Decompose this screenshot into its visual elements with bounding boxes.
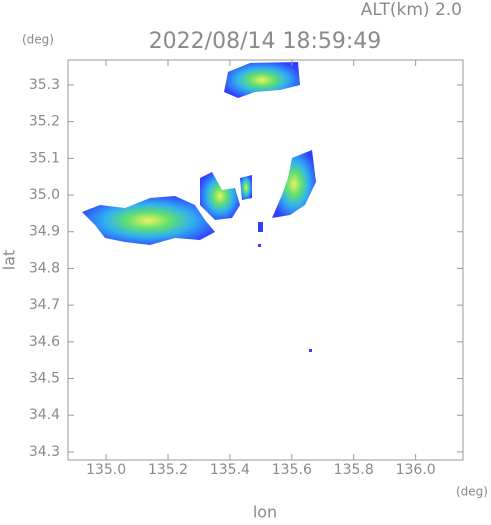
y-tick-label: 34.6 (29, 334, 60, 350)
y-tick-label: 34.3 (29, 444, 60, 460)
y-tick-label: 35.3 (29, 77, 60, 93)
plot-frame (67, 59, 464, 461)
altitude-label: ALT(km) 2.0 (361, 0, 462, 20)
y-tick-label: 34.9 (29, 224, 60, 240)
x-unit: (deg) (456, 485, 488, 499)
y-tick-label: 35.1 (29, 150, 60, 166)
y-tick-label: 34.5 (29, 371, 60, 387)
y-tick-label: 35.0 (29, 187, 60, 203)
x-tick-label: 135.0 (86, 462, 126, 478)
x-tick-label: 135.6 (272, 462, 312, 478)
chart-title: 2022/08/14 18:59:49 (149, 29, 382, 54)
x-tick-label: 135.2 (148, 462, 188, 478)
y-unit: (deg) (22, 33, 54, 47)
radar-echoes (82, 62, 316, 352)
x-tick-label: 136.0 (396, 462, 436, 478)
x-tick-label: 135.8 (334, 462, 374, 478)
y-tick-label: 34.7 (29, 297, 60, 313)
x-tick-label: 135.4 (210, 462, 250, 478)
y-axis-label: lat (0, 250, 19, 271)
x-axis-label: lon (253, 503, 277, 522)
y-tick-label: 34.4 (29, 407, 60, 423)
y-tick-label: 35.2 (29, 114, 60, 130)
y-tick-label: 34.8 (29, 260, 60, 276)
